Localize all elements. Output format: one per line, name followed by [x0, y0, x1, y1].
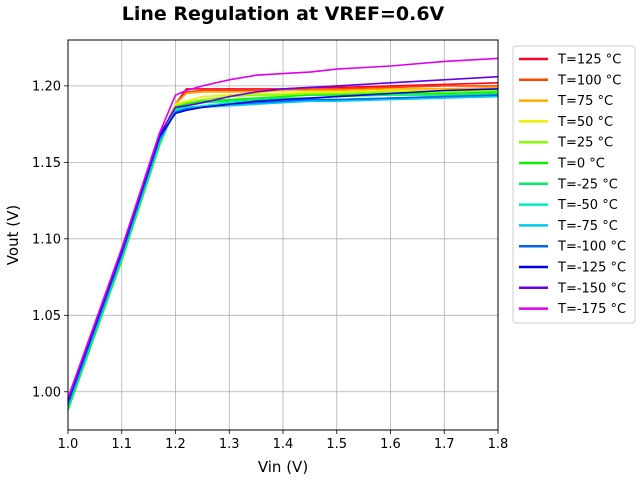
- series-line: [67, 75, 499, 400]
- x-tick-label: 1.3: [219, 437, 240, 452]
- legend-label: T=-175 °C: [557, 302, 626, 317]
- legend: T=125 °C T=100 °C T=75 °C T=50 °C T=25 °C T=0…: [512, 45, 636, 324]
- x-axis-label: Vin (V): [258, 458, 308, 476]
- x-tick-label: 1.5: [326, 437, 347, 452]
- x-tick-label: 1.0: [58, 437, 79, 452]
- legend-label: T=25 °C: [557, 136, 613, 151]
- x-tick-label: 1.4: [273, 437, 294, 452]
- legend-label: T=125 °C: [557, 53, 621, 68]
- x-tick-label: 1.7: [434, 437, 455, 452]
- y-axis-label: Vout (V): [4, 205, 22, 265]
- series-lines: [67, 57, 499, 411]
- axis-ticks: 1.0 1.1 1.2 1.3 1.4 1.5 1.6 1.7 1.8 1.00 1.05 1.10 1…: [32, 79, 508, 452]
- x-tick-label: 1.2: [165, 437, 186, 452]
- x-tick-label: 1.8: [488, 437, 509, 452]
- legend-label: T=100 °C: [557, 73, 621, 88]
- legend-label: T=-125 °C: [557, 261, 626, 276]
- legend-label: T=-25 °C: [557, 177, 618, 192]
- legend-box: [512, 45, 636, 324]
- legend-label: T=75 °C: [557, 94, 613, 109]
- legend-label: T=50 °C: [557, 115, 613, 130]
- legend-label: T=-75 °C: [557, 219, 618, 234]
- x-tick-label: 1.1: [111, 437, 132, 452]
- y-tick-label: 1.15: [32, 156, 61, 171]
- legend-label: T=-100 °C: [557, 240, 626, 255]
- y-tick-label: 1.10: [32, 232, 61, 247]
- series-line: [67, 57, 499, 399]
- series-line: [67, 88, 499, 402]
- legend-label: T=-50 °C: [557, 198, 618, 213]
- y-tick-label: 1.00: [32, 385, 61, 400]
- x-tick-label: 1.6: [380, 437, 401, 452]
- y-tick-label: 1.05: [32, 309, 61, 324]
- chart-title: Line Regulation at VREF=0.6V: [122, 3, 445, 25]
- y-tick-label: 1.20: [32, 79, 61, 94]
- legend-label: T=-150 °C: [557, 281, 626, 296]
- legend-label: T=0 °C: [557, 157, 605, 172]
